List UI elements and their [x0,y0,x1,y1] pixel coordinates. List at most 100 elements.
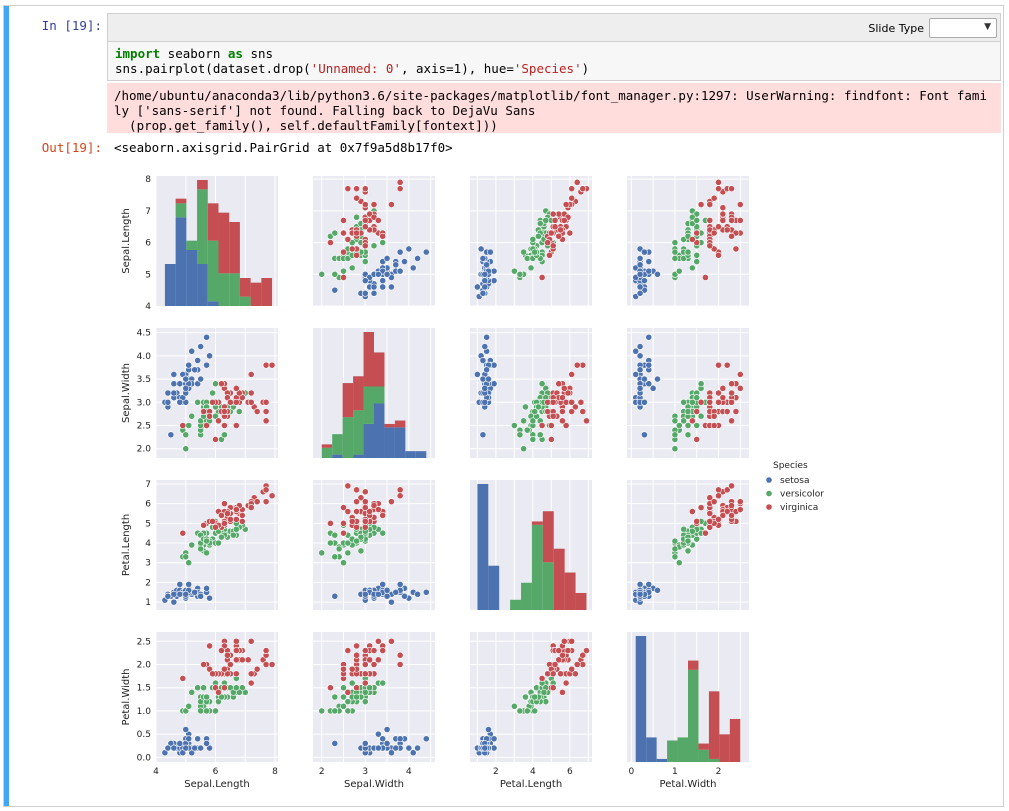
histogram-bar-virginica [531,521,543,525]
histogram-bar-setosa [415,451,427,458]
y-tick-label: 4 [145,539,151,549]
scatter-point-versicolor [536,220,544,227]
scatter-point-virginica [361,661,369,668]
histogram-bar-versicolor [374,386,385,404]
histogram-bar-virginica [363,332,374,387]
code-editor[interactable]: import seaborn as sns sns.pairplot(datas… [107,41,1001,81]
scatter-point-virginica [353,651,360,659]
scatter-point-virginica [379,512,387,519]
scatter-point-versicolor [203,693,210,701]
y-tick-label: 6 [145,239,151,249]
histogram-bar-versicolor [688,669,699,762]
scatter-point-versicolor [529,436,537,443]
histogram-bar-setosa [656,758,668,762]
histogram-bar-virginica [384,423,395,428]
scatter-point-virginica [559,688,566,696]
scatter-point-virginica [348,517,356,525]
scatter-point-virginica [571,403,579,411]
scatter-point-virginica [396,492,404,500]
scatter-point-setosa [485,726,492,733]
histogram-bar-setosa [186,250,198,306]
scatter-point-virginica [221,408,228,415]
scatter-point-virginica [544,239,552,246]
scatter-point-setosa [641,375,648,383]
histogram-bar-virginica [575,592,587,610]
x-tick-label: 6 [567,767,573,777]
scatter-point-virginica [388,201,395,208]
histogram-bar-virginica [564,572,576,610]
scatter-point-virginica [379,647,387,654]
scatter-point-virginica [344,508,352,515]
scatter-point-virginica [568,398,576,406]
scatter-point-versicolor [684,547,692,555]
scatter-point-setosa [641,431,648,439]
scatter-point-virginica [388,498,395,506]
scatter-point-virginica [560,384,568,392]
scatter-point-versicolor [318,707,326,715]
histogram-bar-setosa [332,454,343,458]
scatter-point-setosa [361,289,369,297]
scatter-point-setosa [632,347,640,355]
scatter-point-setosa [383,270,391,278]
scatter-point-versicolor [235,408,243,415]
scatter-point-setosa [182,726,190,733]
scatter-point-virginica [340,248,347,256]
y-tick-label: 5 [145,270,151,280]
x-tick-label: 4 [153,767,159,777]
slide-type-select[interactable]: ▼ [929,18,997,38]
histogram-bar-virginica [229,222,240,274]
scatter-point-versicolor [194,684,202,692]
histogram-bar-versicolor [321,447,333,458]
scatter-point-versicolor [232,684,240,692]
scatter-point-versicolor [331,270,339,278]
histogram-bar-virginica [394,420,406,428]
scatter-point-versicolor [182,431,190,439]
scatter-point-versicolor [531,707,539,715]
scatter-point-versicolor [693,422,701,429]
scatter-point-versicolor [542,216,550,224]
scatter-point-setosa [486,248,494,256]
x-tick-label: 3 [362,767,368,777]
scatter-point-setosa [170,371,178,378]
code-cell[interactable]: In [19]: Slide Type ▼ import seaborn as … [3,5,1004,807]
scatter-point-versicolor [331,553,339,561]
scatter-point-versicolor [516,270,524,278]
scatter-point-setosa [479,431,487,439]
scatter-point-virginica [579,185,587,193]
scatter-point-versicolor [536,431,544,439]
scatter-point-setosa [176,580,184,588]
scatter-point-virginica [706,201,714,208]
y-tick-label: 2.0 [137,445,152,455]
scatter-point-setosa [405,245,413,253]
scatter-point-setosa [164,592,172,600]
scatter-point-virginica [179,675,187,682]
scatter-point-versicolor [684,537,692,545]
scatter-point-virginica [353,251,360,259]
x-tick-label: 2 [319,767,325,777]
scatter-point-virginica [706,242,714,250]
scatter-point-versicolor [340,684,347,692]
scatter-point-versicolor [523,426,531,434]
code-text[interactable]: import seaborn as sns sns.pairplot(datas… [115,46,589,76]
legend-marker-versicolor [765,490,773,497]
scatter-point-virginica [562,422,570,429]
legend-label-virginica: virginica [780,503,818,513]
scatter-point-setosa [167,431,175,439]
code-string: 'Unnamed: 0' [310,61,401,76]
scatter-point-setosa [479,289,487,297]
scatter-point-virginica [353,508,360,515]
scatter-point-setosa [388,283,395,291]
scatter-point-versicolor [531,693,539,701]
scatter-point-virginica [253,408,261,415]
scatter-point-virginica [366,656,374,664]
y-axis-label-petal-width: Petal.Width [121,669,132,726]
scatter-point-versicolor [185,559,193,567]
cell-selection-bar [4,6,9,806]
histogram-bar-virginica [197,180,208,190]
scatter-point-versicolor [361,258,369,266]
scatter-point-virginica [262,417,270,425]
y-tick-label: 1.0 [137,707,152,717]
scatter-point-setosa [636,352,644,360]
scatter-point-setosa [194,357,202,364]
scatter-point-virginica [348,665,356,673]
